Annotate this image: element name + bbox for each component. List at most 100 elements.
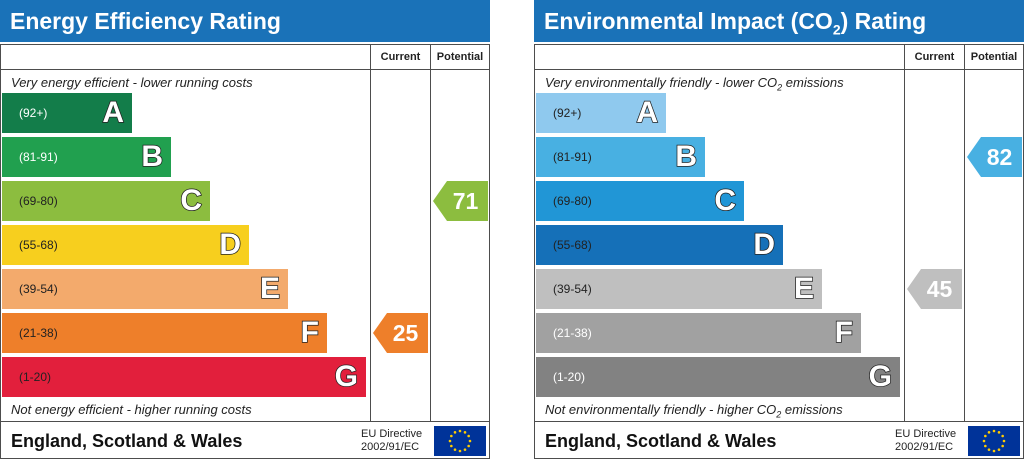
energy-band-range: (21-38) [19, 326, 58, 340]
eu-star-icon [458, 449, 462, 453]
env-bottom-note-end: emissions [781, 402, 843, 417]
environmental-directive: EU Directive 2002/91/EC [895, 428, 956, 454]
environmental-band-letter: C [714, 183, 737, 218]
eu-star-icon [1002, 439, 1006, 443]
eu-star-icon [450, 444, 453, 448]
energy-title-text: Energy Efficiency Rating [10, 8, 281, 34]
energy-band-letter: G [334, 359, 359, 394]
environmental-band-range: (21-38) [553, 326, 592, 340]
environmental-band-b: (81-91) B [536, 137, 705, 177]
energy-directive-line1: EU Directive [361, 428, 423, 440]
environmental-band-letter: D [753, 227, 776, 262]
energy-band-range: (69-80) [19, 194, 58, 208]
energy-band-letter: A [102, 95, 125, 130]
environmental-band-range: (92+) [553, 106, 582, 120]
environmental-band-range: (1-20) [553, 370, 586, 384]
energy-band-range: (92+) [19, 106, 48, 120]
env-top-note-end: emissions [782, 75, 844, 90]
environmental-band-d: (55-68) D [536, 225, 783, 265]
energy-band-range: (39-54) [19, 282, 58, 296]
eu-stars-icon [982, 429, 1006, 453]
environmental-title-text: Environmental Impact (CO [544, 8, 833, 34]
environmental-band-letter: A [636, 95, 659, 130]
environmental-band-letter: B [675, 139, 698, 174]
energy-band-letter: C [180, 183, 203, 218]
eu-star-icon [982, 439, 986, 443]
environmental-current-rating: 45 [907, 269, 962, 309]
eu-star-icon [453, 448, 457, 451]
environmental-bottom-note: Not environmentally friendly - higher CO… [545, 402, 843, 420]
env-directive-line1: EU Directive [895, 428, 957, 440]
environmental-band-letter: F [834, 315, 854, 350]
eu-stars-icon [448, 429, 472, 453]
energy-band-f: (21-38) F [2, 313, 327, 353]
eu-flag-icon [434, 426, 486, 456]
energy-band-d: (55-68) D [2, 225, 249, 265]
env-top-note-text: Very environmentally friendly - lower CO [545, 75, 778, 90]
environmental-band-c: (69-80) C [536, 181, 744, 221]
eu-flag-icon [968, 426, 1020, 456]
environmental-band-a: (92+) A [536, 93, 666, 133]
divider-current [370, 45, 371, 421]
energy-title: Energy Efficiency Rating [0, 0, 490, 42]
eu-star-icon [987, 431, 991, 434]
environmental-title: Environmental Impact (CO2) Rating [534, 0, 1024, 42]
header-line [535, 69, 1023, 70]
eu-star-icon [467, 434, 470, 438]
environmental-country: England, Scotland & Wales [545, 431, 777, 451]
eu-star-icon [992, 449, 996, 453]
energy-band-range: (81-91) [19, 150, 58, 164]
current-column-header: Current [914, 51, 955, 63]
environmental-title-end: ) Rating [840, 8, 927, 34]
environmental-impact-panel: Environmental Impact (CO2) Rating Curren… [534, 0, 1024, 460]
eu-star-icon [987, 448, 991, 451]
environmental-band-letter: G [868, 359, 893, 394]
eu-star-icon [467, 444, 470, 448]
energy-country: England, Scotland & Wales [11, 431, 243, 451]
environmental-band-range: (69-80) [553, 194, 592, 208]
environmental-frame: Current Potential Very environmentally f… [534, 44, 1024, 459]
env-bottom-note-sub: 2 [776, 409, 782, 420]
eu-star-icon [984, 444, 987, 448]
divider-potential [964, 45, 965, 421]
env-directive-line2: 2002/91/EC [895, 441, 954, 453]
eu-star-icon [984, 434, 987, 438]
eu-star-icon [997, 448, 1001, 451]
header-line [1, 69, 489, 70]
potential-column-header: Potential [970, 51, 1018, 63]
energy-band-range: (55-68) [19, 238, 58, 252]
environmental-band-e: (39-54) E [536, 269, 822, 309]
footer-line [535, 421, 1023, 422]
energy-directive: EU Directive 2002/91/EC [361, 428, 422, 454]
eu-star-icon [468, 439, 472, 443]
energy-potential-rating: 71 [433, 181, 488, 221]
eu-star-icon [453, 431, 457, 434]
environmental-title-sub: 2 [832, 21, 841, 38]
environmental-top-note: Very environmentally friendly - lower CO… [545, 75, 844, 93]
current-column-header: Current [380, 51, 421, 63]
energy-bottom-note: Not energy efficient - higher running co… [11, 402, 252, 417]
potential-column-header: Potential [436, 51, 484, 63]
energy-band-g: (1-20) G [2, 357, 366, 397]
eu-star-icon [992, 429, 996, 433]
eu-star-icon [463, 431, 467, 434]
eu-star-icon [458, 429, 462, 433]
environmental-band-letter: E [793, 271, 815, 306]
eu-star-icon [1001, 434, 1004, 438]
energy-frame: Current Potential Very energy efficient … [0, 44, 490, 459]
energy-band-c: (69-80) C [2, 181, 210, 221]
energy-band-letter: F [300, 315, 320, 350]
energy-band-letter: E [259, 271, 281, 306]
energy-band-a: (92+) A [2, 93, 132, 133]
environmental-band-f: (21-38) F [536, 313, 861, 353]
env-bottom-note-text: Not environmentally friendly - higher CO [545, 402, 777, 417]
energy-efficiency-panel: Energy Efficiency Rating Current Potenti… [0, 0, 490, 460]
energy-current-rating: 25 [373, 313, 428, 353]
energy-band-e: (39-54) E [2, 269, 288, 309]
eu-star-icon [450, 434, 453, 438]
divider-current [904, 45, 905, 421]
environmental-band-range: (39-54) [553, 282, 592, 296]
eu-star-icon [463, 448, 467, 451]
divider-potential [430, 45, 431, 421]
environmental-potential-rating: 82 [967, 137, 1022, 177]
